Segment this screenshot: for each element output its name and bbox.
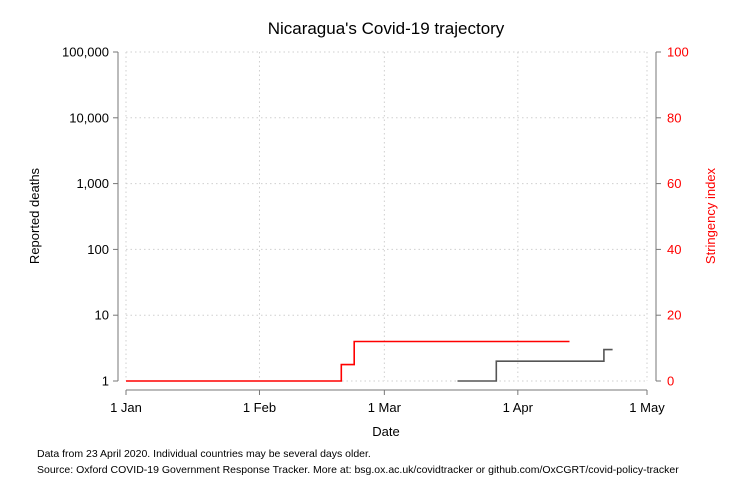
- grid: [125, 51, 648, 382]
- y-axis-right-tick-label: 40: [667, 242, 681, 257]
- y-axis-left-tick-label: 100,000: [62, 45, 109, 60]
- y-axis-right-tick-label: 20: [667, 308, 681, 323]
- axes: 1 10 100 1,000 10,000 100,000 0 20 40 60 80 100 1 Ja…: [62, 45, 689, 416]
- reported-deaths-line: [457, 348, 613, 382]
- x-axis-tick-label: 1 Mar: [368, 400, 402, 415]
- y-axis-left-tick-label: 10: [95, 308, 109, 323]
- footnote-source: Source: Oxford COVID-19 Government Respo…: [37, 464, 679, 476]
- x-axis-tick-label: 1 Apr: [503, 400, 534, 415]
- y-axis-right-tick-label: 80: [667, 110, 681, 125]
- y-axis-right-tick-label: 60: [667, 176, 681, 191]
- x-axis-label: Date: [372, 424, 399, 439]
- y-axis-left-tick-label: 10,000: [69, 110, 109, 125]
- y-axis-right-label: Stringency index: [703, 167, 718, 264]
- y-axis-right-tick-label: 0: [667, 374, 674, 389]
- y-axis-left-tick-label: 100: [87, 242, 109, 257]
- chart-title: Nicaragua's Covid-19 trajectory: [268, 19, 505, 38]
- y-axis-left-label: Reported deaths: [27, 167, 42, 264]
- series-layer: [126, 340, 613, 382]
- x-axis-tick-label: 1 Jan: [110, 400, 142, 415]
- y-axis-right-tick-label: 100: [667, 45, 689, 60]
- y-axis-left-tick-label: 1,000: [76, 176, 109, 191]
- stringency-index-line: [126, 340, 570, 382]
- x-axis-tick-label: 1 Feb: [243, 400, 276, 415]
- x-axis-tick-label: 1 May: [629, 400, 665, 415]
- footnote-data-date: Data from 23 April 2020. Individual coun…: [37, 448, 371, 460]
- y-axis-left-tick-label: 1: [102, 374, 109, 389]
